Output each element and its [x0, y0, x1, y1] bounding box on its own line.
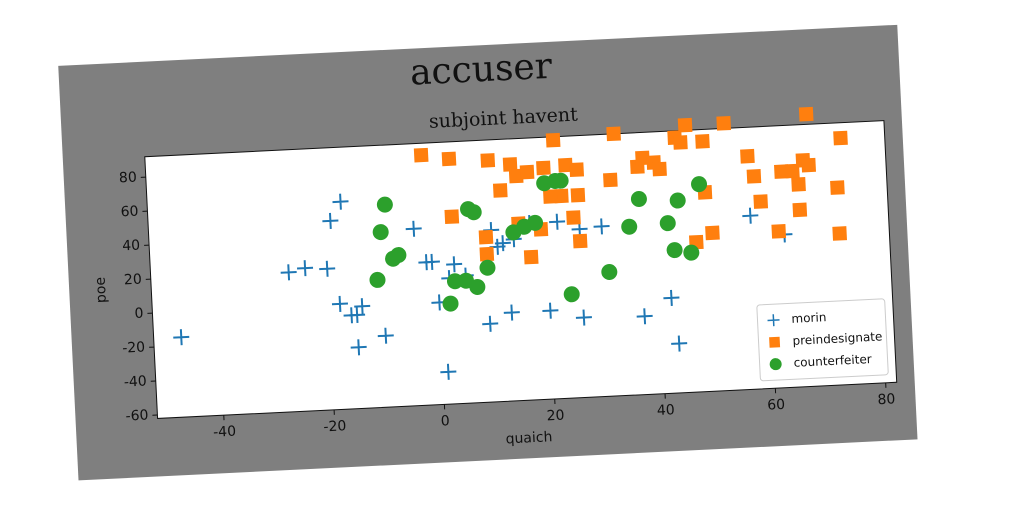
square-marker: [678, 118, 693, 133]
square-marker: [830, 180, 845, 195]
square-marker: [716, 116, 731, 131]
square-marker: [442, 152, 457, 167]
x-tick-label: 60: [767, 397, 786, 414]
x-tick-label: -40: [213, 424, 237, 441]
square-marker: [791, 177, 806, 192]
square-marker: [603, 173, 618, 188]
x-axis-label: quaich: [505, 429, 553, 447]
square-marker: [695, 134, 710, 149]
y-tick-label: 40: [122, 238, 141, 255]
square-marker: [414, 148, 429, 163]
square-marker: [571, 188, 586, 203]
y-tick-label: 20: [124, 272, 143, 289]
y-tick-label: -60: [125, 407, 149, 424]
square-marker: [771, 224, 786, 239]
square-marker: [792, 203, 807, 218]
square-marker: [652, 162, 667, 177]
x-tick-label: -20: [323, 418, 347, 435]
x-tick-label: 20: [546, 408, 565, 425]
x-tick-label: 80: [877, 391, 896, 408]
square-marker: [753, 194, 768, 209]
square-marker: [673, 135, 688, 150]
legend-label: morin: [791, 310, 827, 326]
square-marker: [520, 165, 535, 180]
square-marker: [479, 230, 494, 245]
square-marker: [769, 337, 780, 348]
square-marker: [799, 107, 814, 122]
y-tick-label: 80: [119, 170, 138, 187]
square-marker: [566, 210, 581, 225]
square-marker: [705, 226, 720, 241]
y-tick-label: -20: [122, 340, 146, 357]
square-marker: [546, 133, 561, 148]
y-tick-label: 60: [120, 204, 139, 221]
y-axis-label: poe: [93, 277, 110, 304]
square-marker: [569, 162, 584, 177]
square-marker: [493, 183, 508, 198]
square-marker: [444, 209, 459, 224]
square-marker: [740, 149, 755, 164]
square-marker: [536, 161, 551, 176]
square-marker: [747, 169, 762, 184]
x-tick-label: 0: [440, 413, 450, 429]
square-marker: [833, 131, 848, 146]
square-marker: [573, 234, 588, 249]
chart-title: accuser: [409, 46, 554, 94]
figure: accuser subjoint havent quaich poe -40-2…: [58, 25, 917, 481]
square-marker: [801, 158, 816, 173]
square-marker: [479, 247, 494, 262]
y-tick-label: 0: [134, 306, 144, 322]
square-marker: [480, 153, 495, 168]
square-marker: [606, 126, 621, 141]
x-tick-label: 40: [657, 402, 676, 419]
square-marker: [832, 226, 847, 241]
y-tick-label: -40: [124, 373, 148, 390]
square-marker: [524, 250, 539, 265]
square-marker: [543, 189, 558, 204]
